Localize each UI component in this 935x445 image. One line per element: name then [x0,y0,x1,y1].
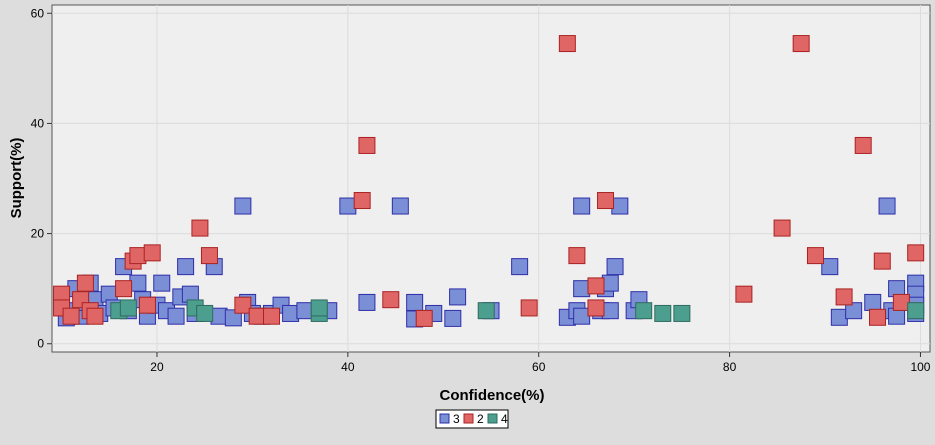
data-point-series-4 [635,302,653,320]
legend-swatch-4 [487,413,498,424]
x-tick-label: 100 [910,360,930,374]
y-tick-label: 0 [37,337,44,351]
legend: 3 2 4 [435,409,509,429]
y-axis-title: Support(%) [8,138,25,219]
data-point-series-2 [62,307,80,325]
data-point-series-2 [869,308,887,326]
data-point-series-3 [601,302,619,320]
data-point-series-2 [597,192,615,210]
data-point-series-2 [854,136,872,154]
y-tick-label: 20 [31,227,45,241]
data-point-series-2 [835,288,853,306]
data-point-series-3 [511,258,529,276]
data-point-series-2 [129,247,147,265]
x-axis-title: Confidence(%) [440,387,545,404]
x-tick-label: 60 [532,360,546,374]
data-points [53,35,925,328]
data-point-series-3 [611,197,629,215]
data-point-series-3 [153,274,171,292]
data-point-series-3 [864,293,882,311]
data-point-series-4 [196,304,214,322]
data-point-series-2 [86,307,104,325]
data-point-series-3 [878,197,896,215]
axis-ticks: 20 40 60 80 100 0 20 40 60 [31,6,931,374]
data-point-series-2 [907,244,925,262]
data-point-series-3 [830,308,848,326]
y-tick-label: 60 [31,6,45,20]
data-point-series-2 [806,247,824,265]
legend-swatch-2 [463,413,474,424]
data-point-series-3 [573,307,591,325]
data-point-series-2 [358,136,376,154]
data-point-series-3 [282,304,300,322]
data-point-series-4 [310,299,328,317]
data-point-series-2 [76,274,94,292]
data-point-series-3 [210,307,228,325]
data-point-series-2 [200,247,218,265]
data-point-series-3 [573,197,591,215]
data-point-series-3 [296,302,314,320]
data-point-series-2 [234,296,252,314]
data-point-series-2 [735,285,753,303]
data-point-series-3 [234,197,252,215]
data-point-series-3 [129,274,147,292]
data-point-series-3 [573,280,591,298]
data-point-series-3 [391,197,409,215]
data-point-series-2 [415,309,433,327]
legend-label-3: 3 [453,412,460,426]
data-point-series-2 [353,192,371,210]
data-point-series-2 [138,296,156,314]
legend-label-2: 2 [477,412,484,426]
data-point-series-3 [821,258,839,276]
x-tick-label: 40 [341,360,355,374]
data-point-series-3 [406,293,424,311]
data-point-series-2 [191,219,209,237]
data-point-series-3 [444,309,462,327]
x-tick-label: 20 [150,360,164,374]
x-tick-label: 80 [723,360,737,374]
data-point-series-4 [673,304,691,322]
data-point-series-3 [845,302,863,320]
data-point-series-2 [892,293,910,311]
legend-swatch-3 [439,413,450,424]
data-point-series-3 [449,288,467,306]
data-point-series-2 [792,35,810,53]
data-point-series-2 [558,35,576,53]
data-point-series-2 [568,247,586,265]
data-point-series-3 [167,307,185,325]
data-point-series-3 [601,274,619,292]
data-point-series-2 [873,252,891,270]
data-point-series-3 [358,293,376,311]
data-point-series-2 [382,291,400,309]
data-point-series-2 [587,299,605,317]
data-point-series-4 [907,302,925,320]
data-point-series-2 [248,307,266,325]
legend-label-4: 4 [501,412,508,426]
data-point-series-3 [177,258,195,276]
data-point-series-3 [339,197,357,215]
y-tick-label: 40 [31,116,45,130]
data-point-series-3 [606,258,624,276]
data-point-series-4 [654,304,672,322]
data-point-series-2 [520,299,538,317]
data-point-series-2 [587,277,605,295]
data-point-series-4 [477,302,495,320]
data-point-series-2 [143,244,161,262]
data-point-series-3 [224,309,242,327]
data-point-series-2 [263,307,280,325]
data-point-series-4 [119,299,137,317]
data-point-series-2 [773,219,791,237]
data-point-series-2 [115,280,133,298]
